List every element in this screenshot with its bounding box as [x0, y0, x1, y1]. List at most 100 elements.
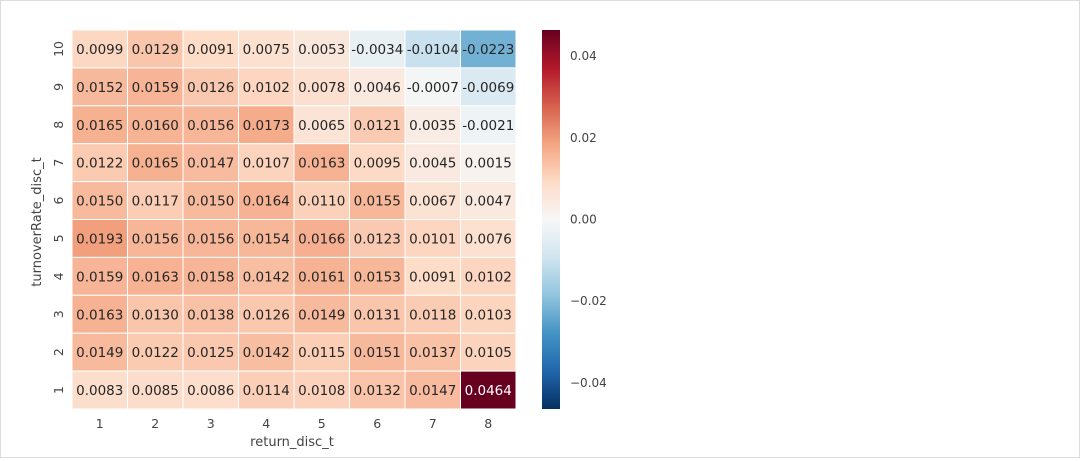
cell-value-label: 0.0193 [76, 231, 123, 247]
heatmap-cell [349, 29, 406, 69]
y-tick-label: 8 [51, 121, 66, 129]
y-tick-label: 1 [51, 386, 66, 394]
y-axis-label: turnoverRate_disc_t [30, 157, 45, 286]
cell-value-label: 0.0130 [132, 307, 179, 323]
cell-value-label: 0.0122 [76, 156, 123, 172]
cell-value-label: 0.0053 [298, 42, 345, 58]
cell-value-label: 0.0035 [409, 118, 456, 134]
cell-value-label: 0.0164 [243, 194, 290, 210]
cell-value-label: 0.0166 [298, 231, 345, 247]
colorbar-tick-label: 0.02 [570, 131, 597, 145]
cell-value-label: 0.0085 [132, 383, 179, 399]
heatmap-cell [349, 370, 406, 410]
colorbar-tick-label: 0.04 [570, 49, 597, 63]
x-tick-label: 5 [318, 416, 326, 431]
heatmap-cell [71, 105, 128, 145]
heatmap-cell [127, 370, 184, 410]
cell-value-label: 0.0147 [409, 383, 456, 399]
y-tick-label: 3 [51, 310, 66, 318]
colorbar-ticks: 0.04 0.02 0.00 −0.02 −0.04 [570, 49, 607, 390]
heatmap-cell [404, 181, 461, 221]
colorbar [542, 30, 560, 409]
cell-value-label: 0.0161 [298, 269, 345, 285]
cell-value-label: 0.0153 [354, 269, 401, 285]
heatmap-cell [293, 256, 350, 296]
heatmap-cell [71, 370, 128, 410]
cell-value-label: 0.0076 [465, 231, 512, 247]
cell-value-label: 0.0091 [409, 269, 456, 285]
heatmap-cell [460, 332, 517, 372]
cell-value-label: -0.0104 [407, 42, 459, 58]
cell-value-label: 0.0163 [132, 269, 179, 285]
heatmap-cell [127, 105, 184, 145]
cell-value-label: 0.0075 [243, 42, 290, 58]
y-tick-label: 10 [51, 41, 66, 57]
cell-value-label: 0.0110 [298, 194, 345, 210]
cell-value-label: 0.0102 [243, 80, 290, 96]
cell-value-label: 0.0125 [187, 345, 234, 361]
cell-value-label: 0.0123 [354, 231, 401, 247]
cell-value-label: 0.0156 [132, 231, 179, 247]
y-axis: 10 9 8 7 6 5 4 3 2 1 [51, 41, 66, 394]
x-tick-label: 4 [262, 416, 270, 431]
heatmap-cell [293, 219, 350, 258]
cell-value-label: 0.0103 [465, 307, 512, 323]
cell-value-label: 0.0117 [132, 194, 179, 210]
cell-value-label: 0.0129 [132, 42, 179, 58]
cell-value-label: 0.0163 [76, 307, 123, 323]
x-tick-label: 6 [373, 416, 381, 431]
cell-value-label: 0.0083 [76, 383, 123, 399]
cell-value-label: 0.0095 [354, 156, 401, 172]
y-tick-label: 4 [51, 272, 66, 280]
cell-value-label: -0.0021 [462, 118, 514, 134]
heatmap-cell [127, 332, 184, 372]
heatmap-cell [182, 332, 239, 372]
heatmap-cell [127, 219, 184, 258]
cell-value-label: 0.0114 [243, 383, 290, 399]
cell-value-label: 0.0159 [76, 269, 123, 285]
heatmap-cell [293, 143, 350, 183]
cell-value-label: -0.0069 [462, 80, 514, 96]
cell-value-label: 0.0137 [409, 345, 456, 361]
heatmap-cell [293, 294, 350, 334]
heatmap-cell [127, 256, 184, 296]
cell-value-label: 0.0015 [465, 156, 512, 172]
heatmap-cell [293, 370, 350, 410]
y-tick-label: 7 [51, 159, 66, 167]
heatmap-cell [460, 67, 517, 107]
cell-value-label: 0.0158 [187, 269, 234, 285]
heatmap-cell [127, 29, 184, 69]
cell-value-label: 0.0108 [298, 383, 345, 399]
x-axis: 1 2 3 4 5 6 7 8 [96, 416, 493, 431]
cell-value-label: 0.0147 [187, 156, 234, 172]
cell-value-label: 0.0155 [354, 194, 401, 210]
cell-value-label: 0.0149 [76, 345, 123, 361]
x-tick-label: 3 [207, 416, 215, 431]
cell-value-label: 0.0150 [187, 194, 234, 210]
cell-value-label: 0.0160 [132, 118, 179, 134]
cell-value-label: 0.0154 [243, 231, 290, 247]
heatmap-cell [127, 67, 184, 107]
x-tick-label: 7 [429, 416, 437, 431]
heatmap-cell [460, 181, 517, 221]
heatmap-cell [238, 181, 295, 221]
heatmap-cell [182, 370, 239, 410]
heatmap-cell-labels: 0.0099 0.0129 0.0091 0.0075 0.0053 -0.0034 -0.… [76, 42, 514, 399]
cell-value-label: 0.0099 [76, 42, 123, 58]
heatmap-cell [238, 332, 295, 372]
cell-value-label: 0.0132 [354, 383, 401, 399]
y-tick-label: 6 [51, 197, 66, 205]
cell-value-label: 0.0131 [354, 307, 401, 323]
heatmap-cell [182, 294, 239, 334]
cell-value-label: 0.0150 [76, 194, 123, 210]
cell-value-label: 0.0065 [298, 118, 345, 134]
cell-value-label: 0.0118 [409, 307, 456, 323]
cell-value-label: 0.0151 [354, 345, 401, 361]
heatmap-cell [404, 256, 461, 296]
cell-value-label: 0.0138 [187, 307, 234, 323]
heatmap-cell [71, 29, 128, 69]
colorbar-tick-label: −0.02 [570, 294, 607, 308]
cell-value-label: 0.0101 [409, 231, 456, 247]
heatmap-cell [404, 105, 461, 145]
